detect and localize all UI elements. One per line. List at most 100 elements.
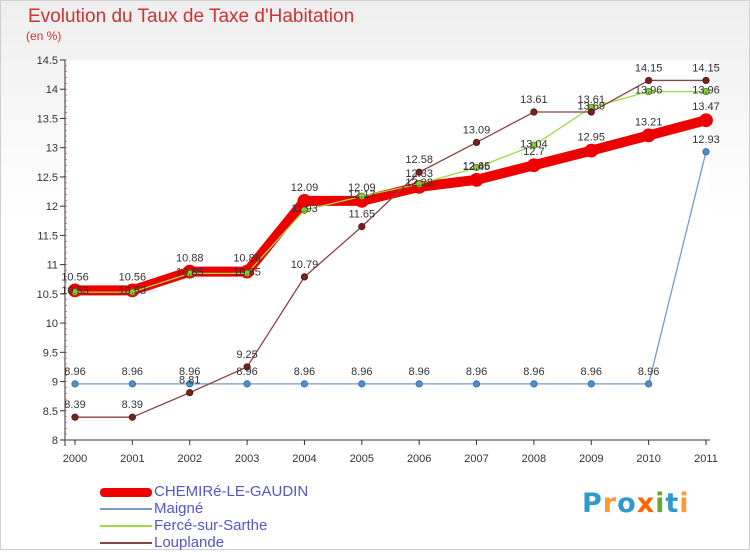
data-label-ferce: 11.93	[291, 203, 318, 215]
y-tick-label: 12	[46, 201, 58, 213]
data-label-louplande: 12.58	[405, 154, 433, 166]
x-tick-label: 2003	[235, 453, 259, 465]
x-tick-label: 2005	[350, 453, 374, 465]
data-label-chemire: 13.47	[692, 101, 720, 113]
data-point-ferce	[243, 269, 251, 277]
data-point-ferce	[702, 87, 710, 96]
data-point-chemire	[527, 158, 541, 173]
data-point-ferce	[186, 269, 194, 277]
x-tick-label: 2009	[579, 453, 603, 465]
data-point-louplande	[530, 108, 538, 116]
data-point-ferce	[472, 163, 481, 172]
data-label-maigne: 8.96	[294, 366, 315, 378]
legend-swatch-maigne	[100, 508, 152, 510]
legend-swatch-ferce	[100, 525, 152, 527]
legend-item-louplande: Louplande	[100, 534, 360, 552]
data-label-ferce: 13.96	[635, 85, 663, 97]
data-label-louplande: 9.25	[236, 349, 257, 361]
series-line-chemire	[70, 115, 711, 296]
data-label-chemire: 10.56	[61, 271, 89, 283]
y-tick-label: 11	[47, 260, 58, 272]
data-label-louplande: 11.65	[348, 209, 375, 221]
y-tick-label: 9	[52, 377, 58, 389]
y-tick-label: 11.5	[37, 230, 58, 242]
data-point-maigne	[645, 380, 653, 388]
data-point-louplande	[128, 413, 136, 421]
x-tick-label: 2011	[694, 453, 718, 465]
logo-letter: i	[655, 488, 666, 519]
data-label-maigne: 8.96	[122, 366, 143, 378]
data-point-maigne	[587, 380, 595, 388]
legend: CHEMIRé-LE-GAUDIN Maigné Fercé-sur-Sarth…	[100, 483, 360, 552]
data-point-louplande	[702, 76, 710, 85]
data-label-maigne: 8.96	[523, 366, 544, 378]
data-label-ferce: 13.69	[578, 100, 606, 112]
data-label-ferce: 12.38	[405, 177, 433, 189]
data-point-maigne	[358, 380, 366, 388]
data-label-maigne: 8.96	[581, 366, 602, 378]
y-tick-label: 8.5	[43, 406, 58, 418]
data-point-louplande	[243, 363, 251, 371]
data-label-chemire: 12.33	[405, 168, 433, 180]
data-label-ferce: 10.53	[119, 285, 147, 297]
data-label-louplande: 14.15	[692, 62, 720, 74]
legend-swatch-louplande	[100, 542, 152, 544]
data-label-maigne: 12.93	[692, 134, 720, 146]
y-tick-label: 13	[46, 143, 58, 155]
logo-letter: x	[636, 488, 656, 519]
y-tick-label: 9.5	[43, 347, 58, 359]
y-tick-label: 13.5	[37, 113, 58, 125]
logo-letter: i	[679, 488, 690, 519]
data-point-ferce	[300, 206, 309, 214]
data-point-maigne	[415, 380, 423, 388]
data-label-chemire: 10.88	[176, 253, 204, 265]
legend-swatch-chemire	[100, 488, 152, 497]
data-point-maigne	[530, 380, 538, 388]
data-point-maigne	[128, 380, 136, 388]
data-label-louplande: 13.09	[463, 124, 491, 136]
legend-item-maigne: Maigné	[100, 500, 360, 518]
logo-letter: t	[665, 488, 680, 519]
data-label-chemire: 12.45	[463, 161, 491, 173]
legend-label-ferce: Fercé-sur-Sarthe	[154, 517, 268, 534]
data-point-ferce	[530, 141, 538, 149]
data-label-louplande: 10.79	[291, 259, 319, 271]
data-point-maigne	[300, 380, 309, 388]
y-tick-label: 12.5	[37, 172, 58, 184]
legend-label-louplande: Louplande	[154, 534, 225, 551]
data-label-maigne: 8.96	[408, 366, 429, 378]
data-point-louplande	[587, 108, 595, 116]
data-label-chemire: 12.09	[348, 182, 376, 194]
series-line-louplande	[74, 79, 707, 418]
x-tick-label: 2008	[522, 453, 546, 465]
data-label-ferce: 12.17	[348, 189, 376, 201]
data-label-ferce: 10.85	[233, 266, 261, 278]
x-tick-label: 2000	[63, 453, 87, 465]
data-point-louplande	[472, 138, 481, 147]
data-point-ferce	[645, 87, 653, 96]
x-tick-label: 2010	[636, 453, 660, 465]
y-tick-label: 14	[46, 84, 58, 96]
data-point-ferce	[71, 288, 79, 296]
x-tick-label: 2004	[292, 453, 316, 465]
data-point-maigne	[243, 380, 251, 388]
data-label-maigne: 8.96	[638, 366, 659, 378]
data-label-chemire: 13.21	[635, 116, 663, 128]
data-label-ferce: 13.96	[692, 85, 720, 97]
data-label-chemire: 10.56	[119, 271, 147, 283]
y-tick-label: 10.5	[37, 289, 58, 301]
y-tick-label: 8	[52, 435, 58, 447]
logo-letter: r	[602, 488, 618, 519]
data-label-maigne: 8.96	[236, 366, 257, 378]
data-label-maigne: 8.96	[466, 366, 487, 378]
data-label-louplande: 13.61	[520, 94, 548, 106]
data-point-louplande	[415, 168, 423, 176]
x-tick-label: 2007	[464, 453, 488, 465]
data-label-louplande: 8.39	[64, 399, 85, 411]
data-label-louplande: 8.39	[122, 399, 143, 411]
data-label-chemire: 12.7	[523, 146, 544, 158]
proxiti-logo: Proxiti	[582, 488, 690, 519]
y-tick-label: 14.5	[37, 55, 58, 67]
plot-area	[65, 60, 710, 440]
